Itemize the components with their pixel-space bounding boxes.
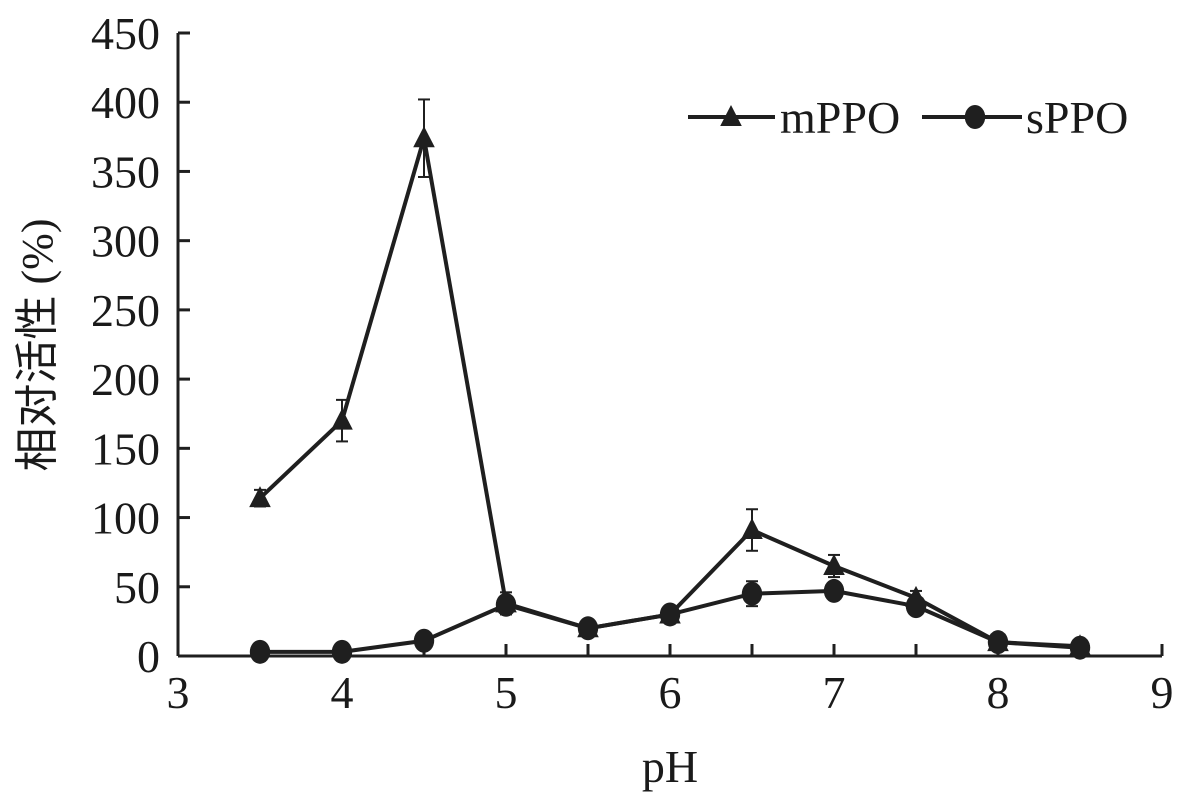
data-point-mPPO xyxy=(331,408,353,430)
series-sPPO xyxy=(249,578,1091,664)
series-layer xyxy=(249,98,1091,664)
data-point-mPPO xyxy=(413,126,435,148)
data-point-mPPO xyxy=(823,554,845,576)
y-axis-label: 相对活性 (%) xyxy=(13,219,62,472)
axes: 3 4 5 6 7 8 9 0 50 100 150 200 250 300 350 400 450 xyxy=(91,8,1174,718)
x-tick-label: 6 xyxy=(659,667,682,718)
y-tick-label: 50 xyxy=(114,562,160,613)
data-point-sPPO xyxy=(495,592,517,617)
data-point-sPPO xyxy=(331,639,353,664)
data-point-sPPO xyxy=(577,616,599,641)
y-tick-label: 300 xyxy=(91,216,160,267)
x-tick-label: 3 xyxy=(167,667,190,718)
x-axis-label: pH xyxy=(642,741,698,792)
legend-marker-sPPO xyxy=(964,105,986,129)
x-tick-label: 7 xyxy=(823,667,846,718)
legend: mPPO sPPO xyxy=(688,92,1128,143)
data-point-sPPO xyxy=(413,628,435,653)
legend-label-sPPO: sPPO xyxy=(1026,92,1128,143)
y-tick-label: 250 xyxy=(91,285,160,336)
data-point-sPPO xyxy=(1069,635,1091,660)
x-tick-label: 8 xyxy=(987,667,1010,718)
data-point-mPPO xyxy=(741,518,763,540)
data-point-sPPO xyxy=(659,602,681,627)
data-point-sPPO xyxy=(823,578,845,603)
y-tick-label: 350 xyxy=(91,146,160,197)
x-tick-label: 5 xyxy=(495,667,518,718)
y-tick-label: 200 xyxy=(91,354,160,405)
data-point-sPPO xyxy=(741,581,763,606)
y-tick-label: 0 xyxy=(137,631,160,682)
data-point-mPPO xyxy=(249,486,271,508)
y-tick-label: 400 xyxy=(91,77,160,128)
data-point-sPPO xyxy=(249,639,271,664)
data-point-sPPO xyxy=(905,594,927,619)
data-point-sPPO xyxy=(987,630,1009,655)
y-tick-label: 450 xyxy=(91,8,160,59)
series-line-mPPO xyxy=(258,137,1081,649)
legend-label-mPPO: mPPO xyxy=(780,92,900,143)
x-tick-label: 9 xyxy=(1151,667,1174,718)
series-mPPO xyxy=(249,98,1091,656)
y-tick-label: 150 xyxy=(91,423,160,474)
y-tick-label: 100 xyxy=(91,493,160,544)
x-tick-label: 4 xyxy=(331,667,354,718)
legend-marker-mPPO xyxy=(720,105,742,126)
